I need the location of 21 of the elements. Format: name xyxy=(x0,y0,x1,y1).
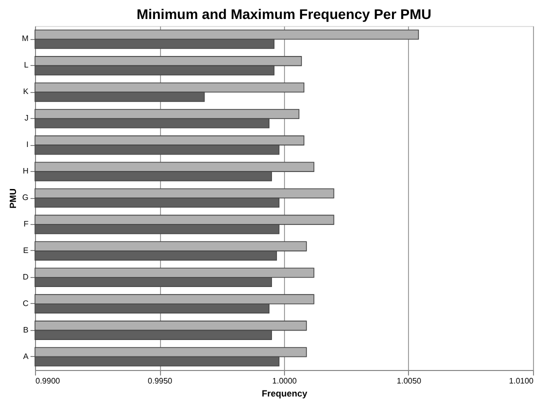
y-tick-label: K xyxy=(23,87,30,96)
y-tick-label: E xyxy=(23,246,28,255)
y-tick-label: L xyxy=(24,60,30,70)
y-tick-label: I xyxy=(26,140,28,150)
y-tick-label: A xyxy=(23,352,30,361)
x-tick-label: 1.0000 xyxy=(272,376,298,386)
x-tick-label: 1.0050 xyxy=(396,376,422,386)
x-tick-label: 1.0100 xyxy=(509,376,534,386)
y-tick-label: M xyxy=(22,34,29,44)
y-tick-label: C xyxy=(22,298,29,308)
y-tick-label: G xyxy=(22,193,28,202)
y-axis-title: PMU xyxy=(8,188,18,208)
chart-title: Minimum and Maximum Frequency Per PMU xyxy=(136,6,432,22)
y-tick-label: H xyxy=(22,166,29,176)
y-tick-label: F xyxy=(24,219,29,228)
x-tick-label: 0.9900 xyxy=(36,376,61,386)
x-tick-label: 0.9950 xyxy=(148,376,173,386)
y-tick-label: J xyxy=(24,114,28,123)
y-tick-label: D xyxy=(22,272,29,282)
x-axis-title: Frequency xyxy=(262,388,308,398)
y-tick-label: B xyxy=(23,325,28,334)
